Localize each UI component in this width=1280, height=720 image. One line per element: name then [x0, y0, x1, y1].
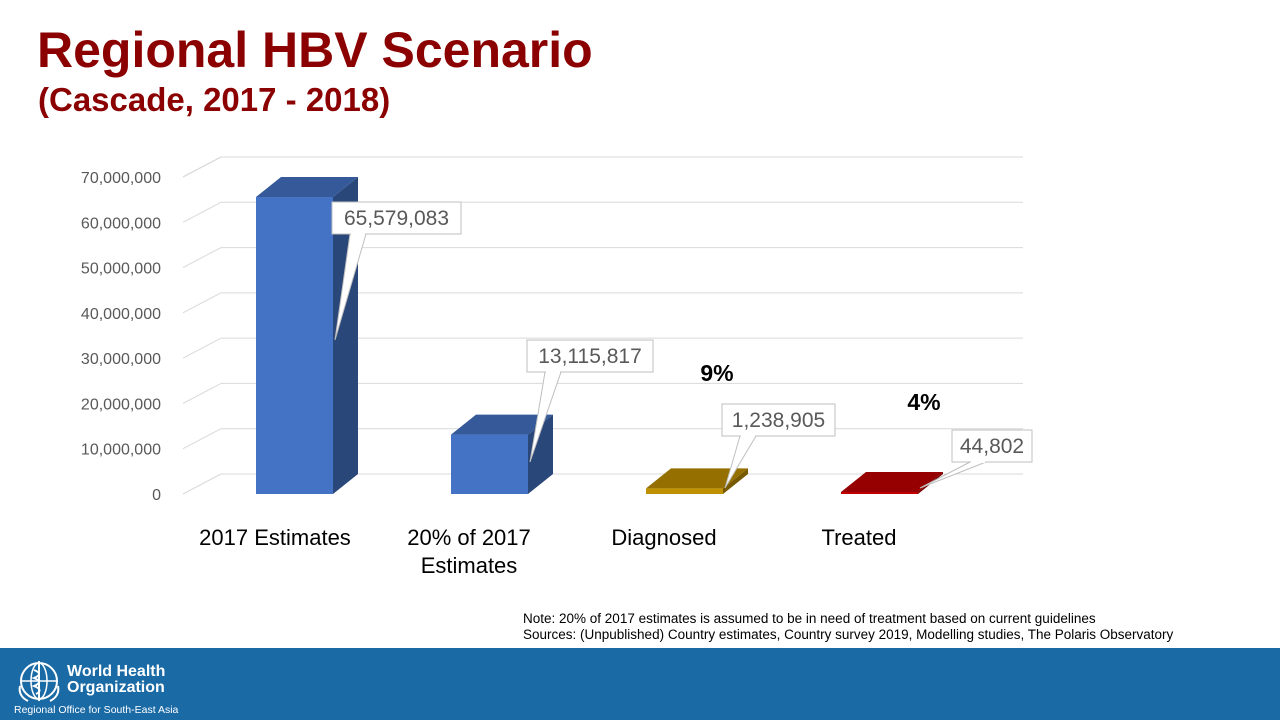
gridline-side: [182, 201, 222, 223]
y-tick-label: 30,000,000: [81, 351, 161, 368]
percent-annotation: 9%: [700, 360, 733, 386]
bar-top: [646, 468, 748, 489]
note-line: Note: 20% of 2017 estimates is assumed t…: [523, 611, 1096, 626]
data-label: 1,238,905: [732, 409, 825, 432]
org-name-line2: Organization: [67, 679, 165, 696]
data-label: 65,579,083: [344, 207, 449, 230]
gridline-side: [182, 382, 222, 404]
gridline-side: [182, 473, 222, 495]
bar: [841, 492, 918, 494]
gridline-side: [182, 292, 222, 314]
sources-line: Sources: (Unpublished) Country estimates…: [523, 627, 1174, 642]
footer-bar: World Health Organization Regional Offic…: [0, 648, 1280, 720]
x-tick-label: Estimates: [421, 553, 518, 578]
y-tick-label: 10,000,000: [81, 442, 161, 459]
bar-top: [256, 177, 358, 198]
org-name-line1: World Health: [67, 663, 166, 680]
y-tick-label: 0: [152, 487, 161, 504]
x-tick-label: Treated: [821, 525, 896, 550]
chart-bars: [256, 177, 943, 494]
x-tick-label: 20% of 2017: [407, 525, 531, 550]
chart-notes: Note: 20% of 2017 estimates is assumed t…: [523, 611, 1173, 643]
y-tick-label: 40,000,000: [81, 306, 161, 323]
data-label-box: [331, 201, 462, 235]
page-subtitle: (Cascade, 2017 - 2018): [38, 81, 391, 118]
percent-annotation: 4%: [907, 389, 940, 415]
x-tick-label: 2017 Estimates: [199, 525, 351, 550]
bar-top: [841, 472, 943, 492]
callout-pointer: [724, 435, 757, 489]
page-title: Regional HBV Scenario: [37, 22, 593, 78]
gridline-side: [182, 156, 222, 178]
y-tick-label: 50,000,000: [81, 261, 161, 278]
regional-office-label: Regional Office for South-East Asia: [14, 704, 179, 716]
who-emblem-icon: [18, 661, 60, 702]
y-axis-ticks: 0 10,000,000 20,000,000 30,000,000 40,000,00…: [81, 170, 161, 504]
gridline-side: [182, 428, 222, 450]
data-labels: 65,579,083 13,115,817 1,238,905 44,802 9% 4%: [331, 201, 1033, 489]
bar: [646, 488, 723, 494]
y-tick-label: 70,000,000: [81, 170, 161, 187]
x-tick-label: Diagnosed: [611, 525, 716, 550]
bar: [256, 197, 333, 494]
data-label-box: [721, 403, 836, 437]
bar-top: [451, 414, 553, 435]
y-tick-label: 60,000,000: [81, 215, 161, 232]
data-label: 13,115,817: [538, 345, 642, 368]
y-tick-label: 20,000,000: [81, 396, 161, 413]
gridline-side: [182, 337, 222, 359]
bar-chart: 0 10,000,000 20,000,000 30,000,000 40,000,00…: [81, 156, 1033, 578]
who-wordmark: World Health Organization: [67, 664, 165, 696]
data-label-box: [951, 429, 1033, 463]
gridline-side: [182, 247, 222, 269]
data-label-box: [526, 339, 654, 373]
bar-side: [723, 468, 748, 494]
data-label: 44,802: [960, 435, 1024, 458]
x-axis-ticks: 2017 Estimates 20% of 2017 Estimates Diagno…: [199, 525, 896, 578]
bar: [451, 434, 528, 494]
